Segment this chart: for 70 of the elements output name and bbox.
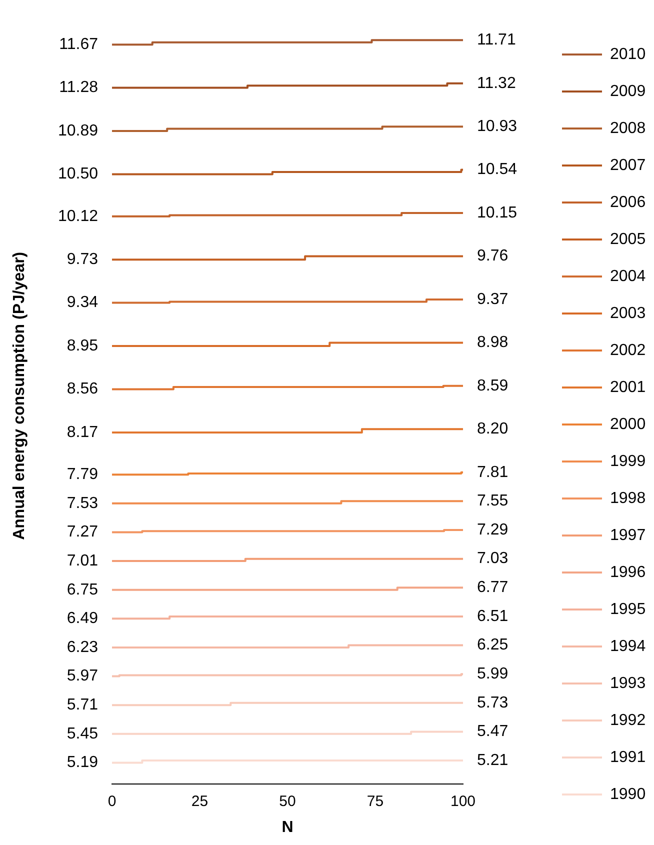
data-label: 8.95 <box>66 337 98 354</box>
legend-label: 2008 <box>610 120 646 137</box>
data-label: 6.77 <box>477 579 508 596</box>
data-label: 5.97 <box>66 668 98 685</box>
data-label: 8.98 <box>477 334 508 352</box>
legend-label: 2003 <box>610 304 646 322</box>
data-label: 5.71 <box>66 696 98 714</box>
data-label: 11.28 <box>59 79 98 96</box>
data-label: 5.99 <box>477 665 508 682</box>
y-axis-title: Annual energy consumption (PJ/year) <box>11 252 28 540</box>
data-label: 6.49 <box>66 610 98 628</box>
data-label: 10.89 <box>58 122 98 140</box>
legend-label: 2007 <box>610 156 646 174</box>
legend-label: 2004 <box>610 268 646 285</box>
legend-label: 1992 <box>610 712 646 729</box>
data-label: 5.73 <box>477 694 508 712</box>
legend-label: 1990 <box>610 786 646 803</box>
data-label: 7.29 <box>477 521 508 538</box>
x-tick-label: 100 <box>450 792 476 810</box>
x-tick-label: 0 <box>108 792 116 810</box>
data-label: 8.59 <box>477 377 508 394</box>
data-label: 8.56 <box>66 380 98 398</box>
legend-label: 1997 <box>610 526 646 544</box>
data-label: 7.79 <box>66 466 98 483</box>
legend-label: 2009 <box>610 82 646 100</box>
data-label: 7.81 <box>477 464 508 481</box>
x-axis-title: N <box>282 818 294 836</box>
x-tick-label: 75 <box>366 792 384 810</box>
data-label: 10.93 <box>477 118 518 135</box>
data-label: 7.01 <box>66 552 98 570</box>
legend-label: 1991 <box>610 748 646 766</box>
data-label: 10.12 <box>58 208 98 225</box>
data-label: 10.15 <box>477 204 518 222</box>
data-label: 11.71 <box>477 32 516 49</box>
data-label: 7.03 <box>477 550 508 568</box>
legend-label: 2002 <box>610 342 646 359</box>
data-label: 8.17 <box>66 424 98 441</box>
legend-label: 2001 <box>610 378 646 396</box>
data-label: 6.25 <box>477 636 508 654</box>
data-label: 10.54 <box>477 161 518 178</box>
data-label: 9.34 <box>66 294 98 312</box>
legend-label: 2005 <box>610 230 646 248</box>
data-label: 7.53 <box>66 494 98 512</box>
legend-label: 1999 <box>610 452 646 470</box>
legend-label: 1998 <box>610 490 646 507</box>
data-label: 5.45 <box>66 725 98 742</box>
data-label: 10.50 <box>58 166 98 183</box>
legend-label: 1994 <box>610 638 646 655</box>
data-label: 9.37 <box>477 290 508 308</box>
data-label: 5.47 <box>477 723 508 740</box>
data-label: 6.75 <box>66 581 98 598</box>
data-label: 7.27 <box>66 524 98 541</box>
x-tick-label: 25 <box>191 792 208 810</box>
data-label: 5.21 <box>477 752 508 769</box>
data-label: 9.76 <box>477 248 508 265</box>
x-tick-label: 50 <box>279 792 296 810</box>
legend-label: 1995 <box>610 600 646 618</box>
legend-label: 2006 <box>610 194 646 211</box>
data-label: 8.20 <box>477 420 508 438</box>
legend-label: 2000 <box>610 416 646 433</box>
legend-label: 1993 <box>610 674 646 692</box>
data-label: 6.23 <box>66 638 98 656</box>
legend-label: 1996 <box>610 564 646 581</box>
data-label: 9.73 <box>66 250 98 268</box>
data-label: 11.32 <box>477 74 516 92</box>
legend-label: 2010 <box>610 46 646 63</box>
data-label: 7.55 <box>477 492 508 510</box>
data-label: 11.67 <box>59 36 98 53</box>
data-label: 6.51 <box>477 608 508 625</box>
data-label: 5.19 <box>66 754 98 772</box>
